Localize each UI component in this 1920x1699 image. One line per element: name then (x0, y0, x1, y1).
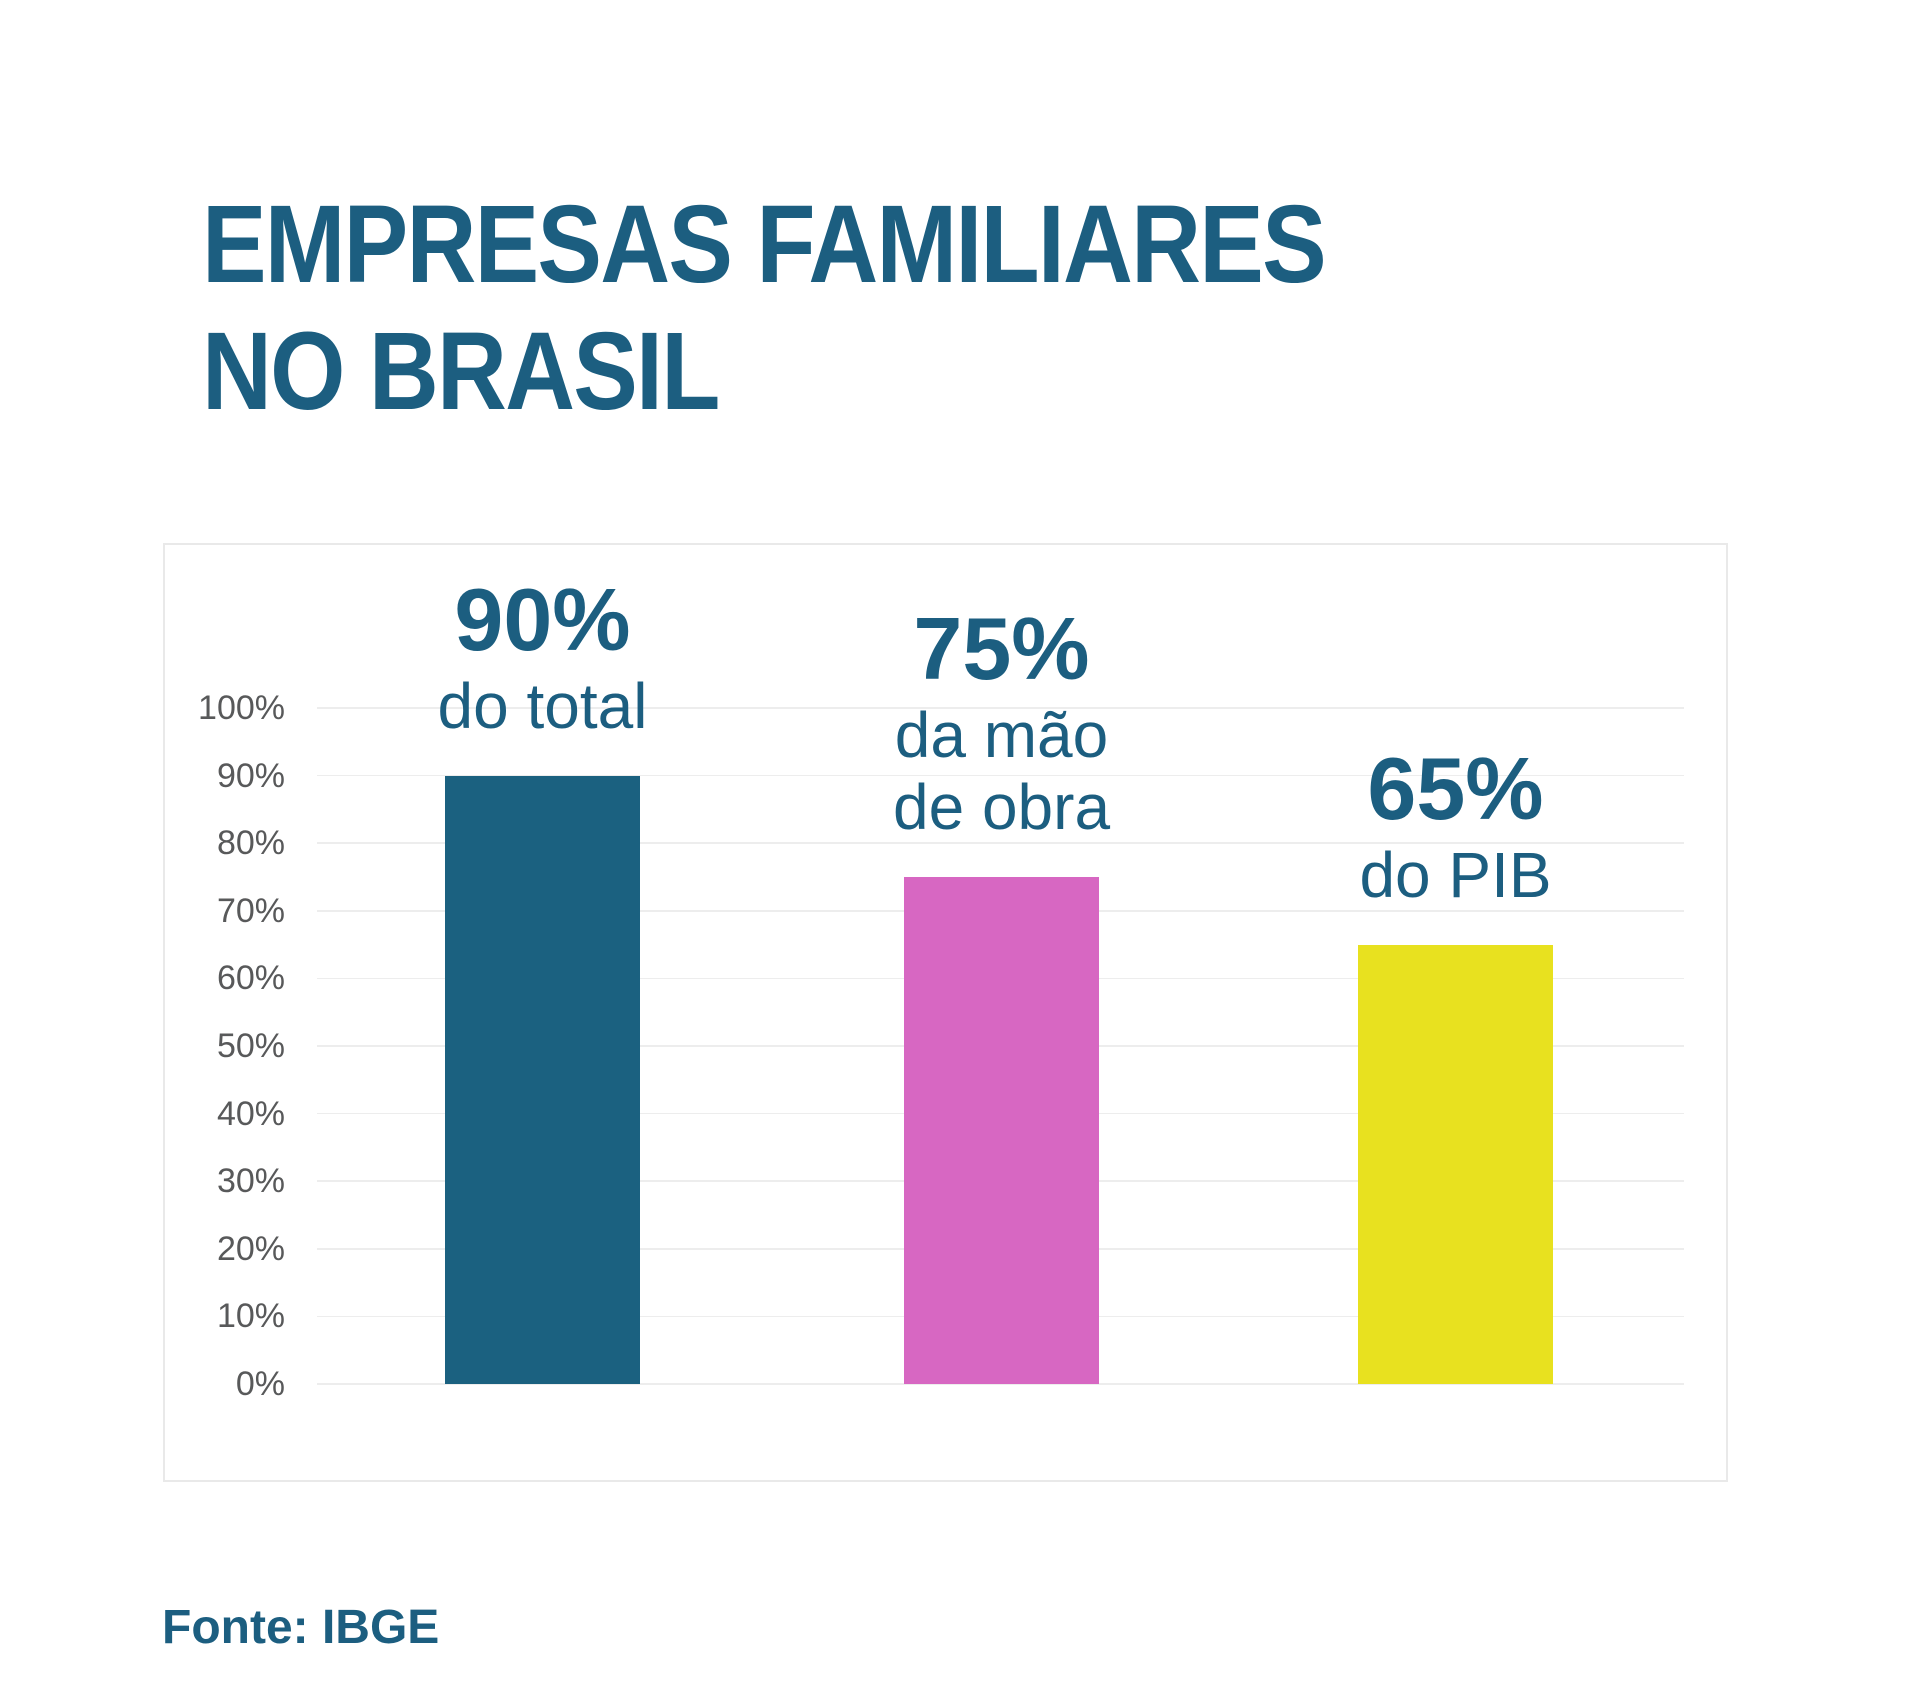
bar-caption: da mão de obra (892, 699, 1111, 843)
gridline (317, 842, 1684, 844)
bar-label-pib: 65% do PIB (1156, 738, 1756, 911)
y-tick-label: 60% (216, 959, 285, 998)
y-axis: 100% 90% 80% 70% 60% 50% 40% 30% 20% 10% 0% (165, 689, 285, 1403)
bar-label-mao-de-obra: 75% da mão de obra (702, 599, 1302, 844)
bar-mao-de-obra (904, 877, 1099, 1384)
plot-area (317, 707, 1684, 1385)
y-tick-label: 10% (216, 1297, 285, 1336)
bar-label-total: 90% do total (243, 569, 843, 742)
chart-panel: 100% 90% 80% 70% 60% 50% 40% 30% 20% 10% 0% 90% do … (163, 543, 1728, 1482)
chart-title: EMPRESAS FAMILIARES NO BRASIL (202, 183, 1327, 433)
y-tick-label: 40% (216, 1094, 285, 1133)
gridline (317, 1383, 1684, 1385)
bar-caption: do total (437, 669, 648, 742)
bar-total (445, 775, 640, 1384)
bar-value-label: 65% (1367, 738, 1544, 838)
bar-pib (1358, 944, 1553, 1384)
bar-caption: do PIB (1359, 838, 1552, 911)
y-tick-label: 0% (235, 1365, 285, 1403)
y-tick-label: 80% (216, 824, 285, 863)
gridline (317, 707, 1684, 709)
gridline (317, 774, 1684, 777)
y-tick-label: 30% (216, 1162, 285, 1201)
y-tick-label: 50% (216, 1027, 285, 1065)
y-tick-label: 70% (216, 891, 285, 930)
y-tick-label: 100% (198, 689, 285, 727)
bar-value-label: 75% (913, 599, 1090, 698)
y-tick-label: 90% (216, 756, 285, 795)
source-note: Fonte: IBGE (162, 1601, 440, 1654)
bar-value-label: 90% (454, 569, 631, 669)
y-tick-label: 20% (216, 1229, 285, 1268)
